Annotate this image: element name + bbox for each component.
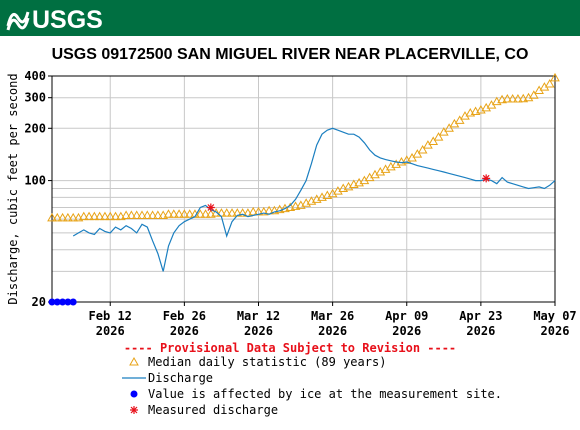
x-tick-label: Mar 26 <box>311 309 354 323</box>
legend-label: Value is affected by ice at the measurem… <box>148 387 502 401</box>
legend-label: Measured discharge <box>148 403 278 417</box>
legend-symbol <box>130 406 138 414</box>
triangle-point <box>94 211 105 221</box>
triangle-point <box>142 210 153 219</box>
triangle-point <box>221 208 232 217</box>
triangle-point <box>428 136 439 145</box>
triangle-point <box>47 212 57 222</box>
triangle-point <box>110 211 121 221</box>
x-tick-label: 2026 <box>466 324 495 338</box>
triangle-point <box>518 93 529 103</box>
x-tick-label: 2026 <box>244 324 273 338</box>
triangle-point <box>174 209 184 218</box>
dot-point <box>53 298 61 306</box>
legend-label: Median daily statistic (89 years) <box>148 355 386 369</box>
triangle-point <box>253 206 264 216</box>
x-tick-label: Apr 09 <box>385 309 428 323</box>
triangle-point <box>158 210 169 219</box>
triangle-point <box>412 149 423 158</box>
logo: USGS <box>32 6 103 34</box>
x-tick-label: 2026 <box>541 324 570 338</box>
triangle-point <box>513 93 523 103</box>
legend-symbol <box>130 390 138 398</box>
triangle-point <box>100 211 110 221</box>
triangle-point <box>433 132 444 141</box>
triangle-point <box>497 94 507 104</box>
x-tick-label: Feb 26 <box>163 309 206 323</box>
triangle-point <box>121 210 131 219</box>
legend-label: Discharge <box>148 371 213 385</box>
triangle-point <box>126 210 137 219</box>
triangle-point <box>507 93 518 103</box>
y-tick-label: 400 <box>24 69 46 83</box>
triangle-point <box>258 206 269 216</box>
x-tick-label: Apr 23 <box>459 309 502 323</box>
x-tick-label: Feb 12 <box>89 309 132 323</box>
triangle-point <box>131 210 142 219</box>
dot-point <box>59 298 67 306</box>
asterisk-point <box>482 174 491 183</box>
triangle-point <box>195 209 206 218</box>
header-bar <box>0 0 580 36</box>
triangle-point <box>274 204 285 214</box>
y-axis-label: Discharge, cubic feet per second <box>6 73 20 304</box>
triangle-point <box>84 211 94 221</box>
triangle-point <box>68 212 79 222</box>
triangle-point <box>73 212 84 222</box>
triangle-point <box>153 210 163 219</box>
triangle-point <box>211 208 221 217</box>
x-tick-label: 2026 <box>392 324 421 338</box>
x-tick-label: 2026 <box>170 324 199 338</box>
triangle-point <box>168 209 179 218</box>
triangle-point <box>57 212 68 222</box>
y-tick-label: 200 <box>24 121 46 135</box>
triangle-point <box>179 209 190 218</box>
dot-point <box>69 298 77 306</box>
triangle-point <box>444 123 454 132</box>
triangle-point <box>163 209 174 218</box>
triangle-point <box>205 209 216 218</box>
triangle-point <box>137 210 147 219</box>
annotation: ---- Provisional Data Subject to Revisio… <box>124 341 456 355</box>
triangle-point <box>528 90 539 99</box>
chart-title: USGS 09172500 SAN MIGUEL RIVER NEAR PLAC… <box>52 46 529 63</box>
triangle-point <box>417 144 428 154</box>
triangle-point <box>227 208 237 217</box>
plot-frame <box>51 75 556 303</box>
triangle-point <box>237 208 248 217</box>
triangle-point <box>502 93 513 103</box>
triangle-point <box>454 115 465 124</box>
x-tick-label: 2026 <box>96 324 125 338</box>
y-tick-label: 100 <box>24 174 46 188</box>
triangle-point <box>89 211 100 221</box>
triangle-point <box>550 72 560 82</box>
asterisk-point <box>206 203 215 212</box>
triangle-point <box>105 211 116 221</box>
triangle-point <box>200 209 211 218</box>
x-tick-label: 2026 <box>318 324 347 338</box>
triangle-point <box>184 209 195 218</box>
y-tick-label: 300 <box>24 91 46 105</box>
triangle-point <box>269 205 280 215</box>
x-tick-label: Mar 12 <box>237 309 280 323</box>
triangle-point <box>290 201 301 210</box>
triangle-point <box>147 210 158 219</box>
discharge-line <box>72 127 556 272</box>
triangle-point <box>63 212 73 222</box>
logo-mark <box>6 11 30 31</box>
triangle-point <box>52 212 63 222</box>
dot-point <box>64 298 72 306</box>
triangle-point <box>115 211 126 221</box>
dot-point <box>48 298 56 306</box>
legend-symbol <box>129 356 139 366</box>
triangle-point <box>78 211 89 221</box>
triangle-point <box>544 78 555 88</box>
y-tick-label: 20 <box>32 295 46 309</box>
x-tick-label: May 07 <box>533 309 576 323</box>
